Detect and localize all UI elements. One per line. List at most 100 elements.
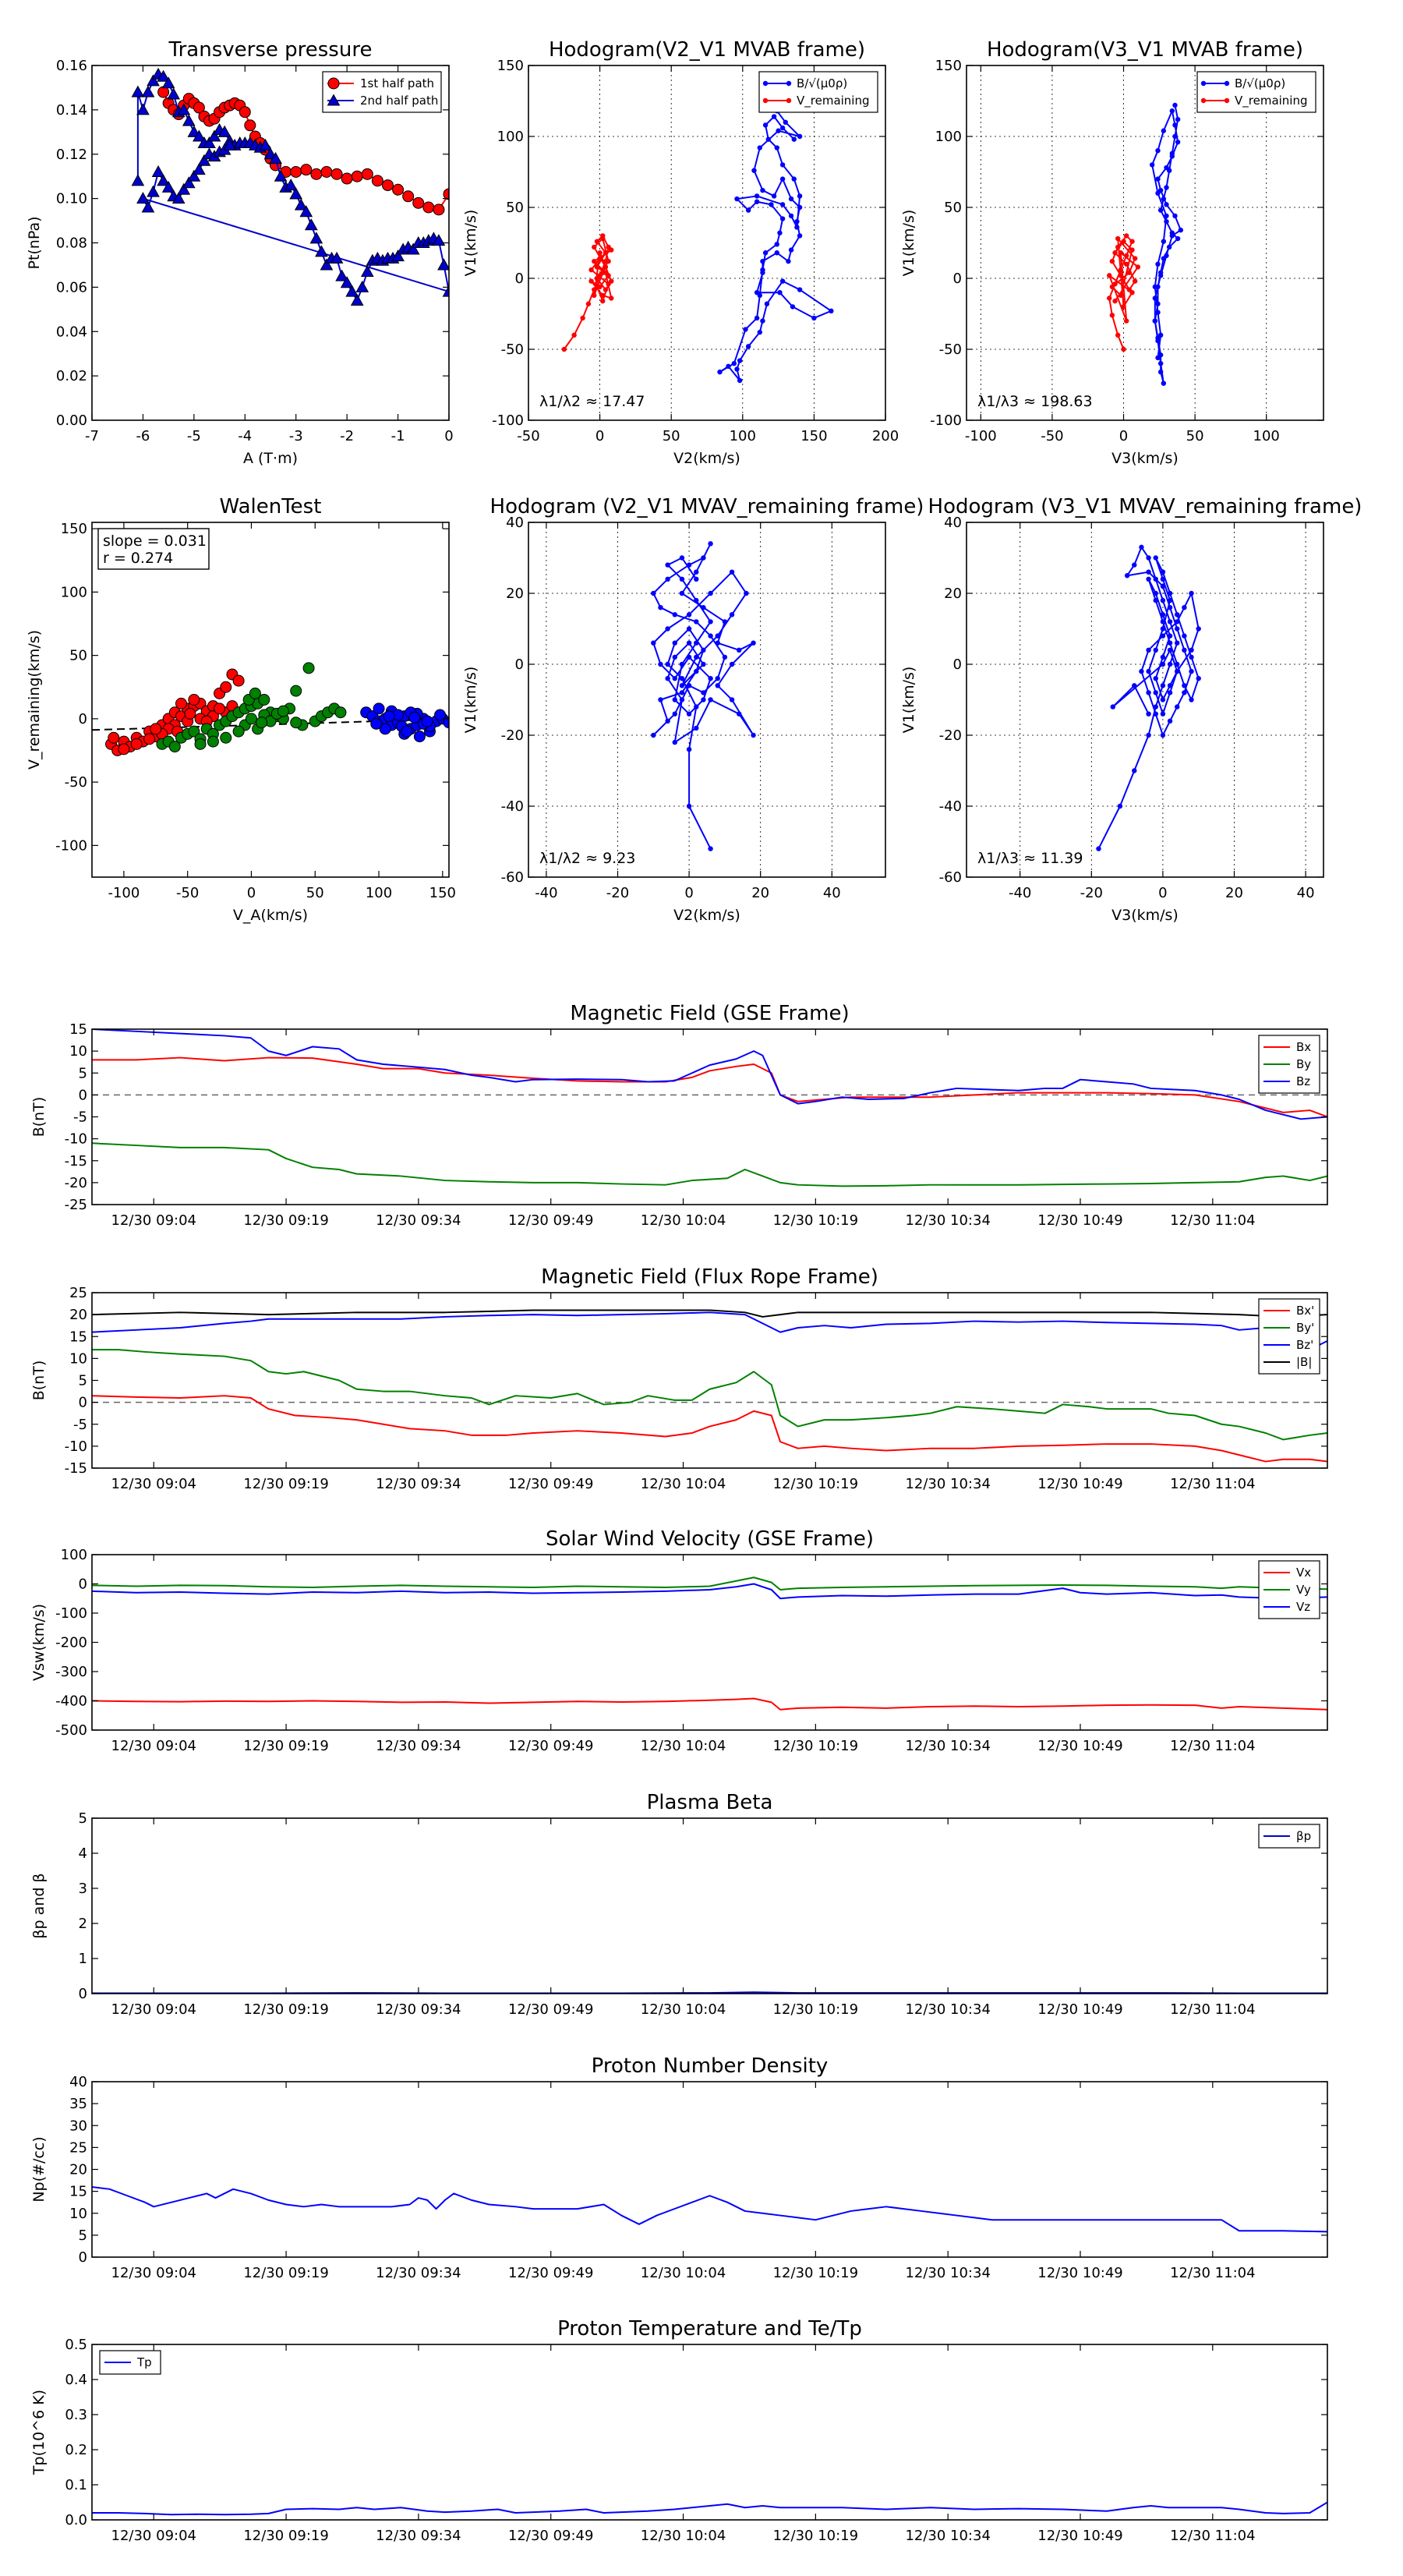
data-point [136, 192, 150, 204]
data-point [1160, 612, 1166, 617]
data-point [330, 168, 343, 180]
data-point [603, 250, 609, 256]
y-tick-label: 1 [79, 1951, 87, 1967]
data-point [1123, 253, 1129, 259]
magnetic-field-flux-rope-series [92, 1309, 1327, 1463]
data-point [1172, 133, 1178, 140]
y-axis-label: V1(km/s) [462, 210, 479, 277]
data-point [1153, 690, 1158, 695]
data-point [658, 605, 663, 610]
data-point [217, 125, 231, 137]
data-point [350, 293, 364, 306]
y-tick-label: 5 [79, 2227, 87, 2244]
data-point [1167, 619, 1173, 625]
data-point [791, 136, 797, 142]
data-point [1196, 676, 1201, 681]
data-point [597, 250, 603, 256]
x-tick-label: 12/30 11:04 [1170, 2265, 1255, 2281]
y-tick-label: -300 [55, 1664, 87, 1680]
x-tick-label: 12/30 10:04 [641, 2265, 726, 2281]
data-point [157, 174, 170, 186]
x-tick-label: 12/30 09:34 [376, 1476, 461, 1492]
x-tick-label: 12/30 09:19 [243, 1738, 328, 1754]
data-point [432, 234, 446, 246]
data-point [1112, 250, 1118, 256]
y-tick-label: -100 [492, 412, 524, 429]
x-tick-label: 40 [1297, 885, 1315, 901]
data-point [1175, 140, 1181, 145]
data-point [402, 190, 415, 203]
data-point [1146, 576, 1151, 582]
x-tick-label: 12/30 09:34 [376, 2001, 461, 2018]
chart-title: WalenTest [220, 495, 322, 518]
x-tick-label: 12/30 10:19 [773, 1476, 858, 1492]
x-tick-label: 0 [1158, 885, 1167, 901]
data-point [1109, 284, 1115, 290]
data-point [197, 154, 211, 166]
legend-marker [786, 80, 792, 87]
data-point [1172, 122, 1178, 128]
legend-label: Tp [136, 2355, 152, 2369]
y-tick-label: 0 [79, 711, 87, 727]
x-tick-label: 12/30 09:49 [508, 2528, 593, 2544]
chart-title: Magnetic Field (GSE Frame) [570, 1002, 849, 1025]
data-point [1149, 162, 1155, 168]
x-tick-label: 12/30 11:04 [1170, 2528, 1255, 2544]
y-tick-label: -50 [65, 774, 87, 791]
x-tick-label: -4 [238, 428, 252, 444]
data-point [708, 541, 713, 547]
x-tick-label: 12/30 10:34 [905, 2528, 990, 2544]
legend-label: B/√(μ0ρ) [797, 76, 847, 90]
data-point [1107, 295, 1112, 301]
x-axis-label: V2(km/s) [673, 450, 740, 467]
y-axis-label: B(nT) [30, 1097, 48, 1138]
chart-title: Hodogram(V2_V1 MVAB frame) [549, 38, 865, 62]
y-tick-label: 0.04 [56, 324, 87, 340]
data-point [788, 247, 794, 253]
data-point [1169, 233, 1175, 239]
data-point [1175, 704, 1180, 709]
data-point [1157, 361, 1164, 366]
data-point [1109, 313, 1115, 318]
data-point [774, 242, 779, 247]
data-point [300, 164, 313, 176]
data-point [412, 196, 425, 209]
data-point [665, 718, 670, 724]
data-point [686, 654, 692, 660]
x-tick-label: 200 [872, 428, 899, 444]
data-point [1160, 654, 1166, 660]
data-point [694, 597, 699, 603]
data-point [1157, 369, 1164, 375]
y-tick-label: -5 [73, 1109, 87, 1126]
x-tick-label: 12/30 09:49 [508, 2265, 593, 2281]
data-point [1167, 683, 1173, 688]
data-point [150, 723, 162, 735]
data-point [1161, 128, 1167, 133]
data-point [797, 133, 803, 140]
data-point [1166, 244, 1172, 250]
y-tick-label: 15 [69, 2184, 87, 2200]
x-axis-label: V_A(km/s) [233, 907, 308, 924]
data-point [701, 555, 706, 561]
data-point [147, 185, 160, 197]
y-tick-label: -50 [939, 341, 962, 358]
data-point [651, 732, 656, 738]
transverse-pressure-panel: 0.00 0.02 0.04 0.06 0.08 0.10 0.12 0.14 0.16 -7 -6… [26, 38, 454, 467]
data-point [1107, 273, 1112, 278]
x-tick-label: 12/30 10:34 [905, 1476, 990, 1492]
x-tick-label: -50 [176, 885, 199, 901]
data-point [779, 125, 786, 131]
data-point [571, 332, 577, 338]
chart-title: Solar Wind Velocity (GSE Frame) [546, 1527, 874, 1551]
x-tick-label: 12/30 09:49 [508, 1476, 593, 1492]
chart-title: Plasma Beta [647, 1791, 773, 1814]
data-point [1153, 590, 1158, 596]
data-point [1132, 683, 1137, 688]
data-point [751, 640, 756, 646]
data-point [245, 713, 257, 725]
data-point [207, 735, 219, 748]
y-tick-label: 50 [69, 648, 87, 664]
x-tick-label: 0 [247, 885, 256, 901]
data-point [715, 633, 720, 639]
data-point [794, 219, 800, 225]
